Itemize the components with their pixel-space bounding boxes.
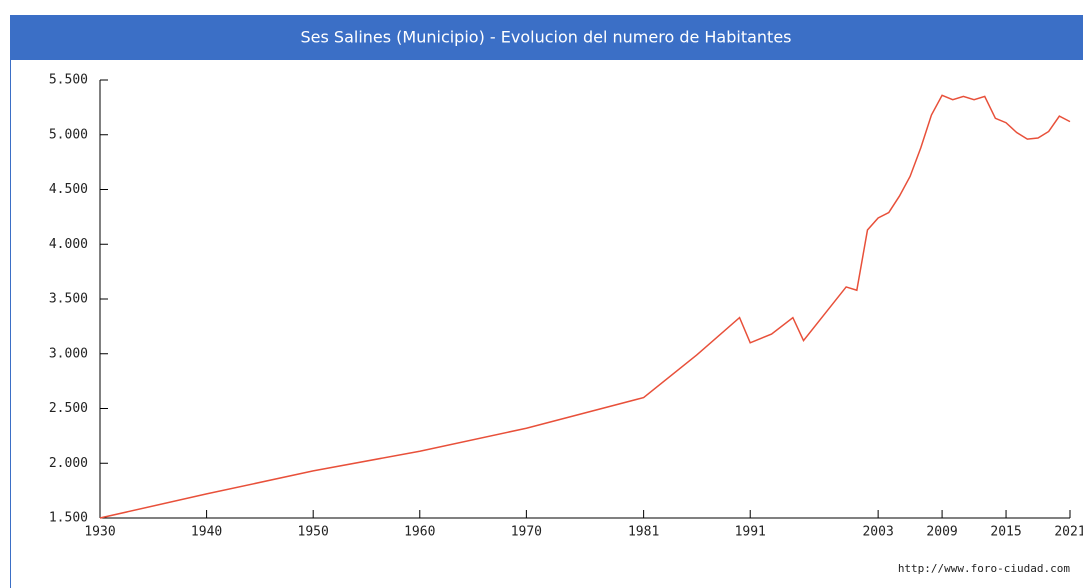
x-tick-label: 2021 — [1054, 525, 1083, 540]
y-tick-label: 3.000 — [49, 346, 88, 361]
y-tick-label: 2.500 — [49, 401, 88, 416]
y-tick-label: 5.500 — [49, 73, 88, 88]
title-bar — [10, 15, 1083, 60]
x-tick-label: 1940 — [191, 525, 222, 540]
x-tick-label: 1970 — [511, 525, 542, 540]
x-tick-label: 1991 — [735, 525, 766, 540]
source: http://www.foro-ciudad.com — [898, 562, 1071, 575]
y-tick-label: 1.500 — [49, 511, 88, 526]
data-line — [99, 94, 1071, 519]
y-tick-label: 5.000 — [49, 127, 88, 142]
y-tick-label: 4.000 — [49, 237, 88, 252]
x-tick-label: 1981 — [628, 525, 659, 540]
frame — [10, 15, 1083, 588]
chart-title: Ses Salines (Municipio) - Evolucion del … — [300, 28, 791, 47]
x-tick-label: 2003 — [862, 525, 893, 540]
x-tick-label: 2009 — [926, 525, 957, 540]
y-tick-label: 2.000 — [49, 456, 88, 471]
x-tick-label: 1950 — [298, 525, 329, 540]
x-tick-label: 1960 — [404, 525, 435, 540]
y-tick-label: 4.500 — [49, 182, 88, 197]
x-tick-label: 1930 — [84, 525, 115, 540]
y-tick-label: 3.500 — [49, 292, 88, 307]
x-tick-label: 2015 — [990, 525, 1021, 540]
